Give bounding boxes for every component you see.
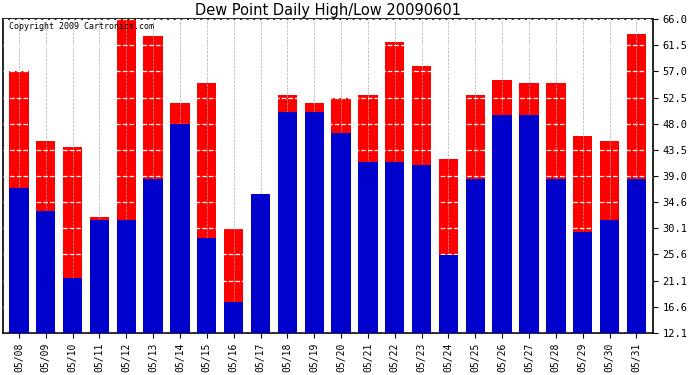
Bar bbox=[251, 200, 270, 375]
Text: Copyright 2009 Cartronics.com: Copyright 2009 Cartronics.com bbox=[9, 22, 155, 31]
Bar bbox=[573, 135, 592, 375]
Bar bbox=[358, 162, 377, 375]
Bar bbox=[439, 255, 458, 375]
Bar bbox=[385, 42, 404, 375]
Bar bbox=[63, 147, 82, 375]
Bar bbox=[520, 83, 539, 375]
Bar bbox=[600, 220, 619, 375]
Bar bbox=[573, 232, 592, 375]
Bar bbox=[197, 237, 217, 375]
Bar bbox=[412, 66, 431, 375]
Bar bbox=[493, 115, 512, 375]
Bar bbox=[90, 217, 109, 375]
Bar bbox=[331, 98, 351, 375]
Bar bbox=[9, 188, 28, 375]
Bar bbox=[358, 95, 377, 375]
Bar bbox=[412, 165, 431, 375]
Bar bbox=[63, 278, 82, 375]
Bar bbox=[546, 179, 566, 375]
Bar bbox=[144, 179, 163, 375]
Bar bbox=[385, 162, 404, 375]
Bar bbox=[627, 33, 646, 375]
Bar bbox=[117, 220, 136, 375]
Title: Dew Point Daily High/Low 20090601: Dew Point Daily High/Low 20090601 bbox=[195, 3, 461, 18]
Bar bbox=[224, 302, 244, 375]
Bar bbox=[197, 83, 217, 375]
Bar bbox=[277, 112, 297, 375]
Bar bbox=[90, 220, 109, 375]
Bar bbox=[36, 141, 55, 375]
Bar bbox=[117, 19, 136, 375]
Bar bbox=[170, 124, 190, 375]
Bar bbox=[546, 83, 566, 375]
Bar bbox=[466, 179, 485, 375]
Bar bbox=[224, 229, 244, 375]
Bar bbox=[600, 141, 619, 375]
Bar bbox=[36, 211, 55, 375]
Bar bbox=[9, 71, 28, 375]
Bar bbox=[331, 133, 351, 375]
Bar bbox=[493, 80, 512, 375]
Bar bbox=[144, 36, 163, 375]
Bar bbox=[251, 194, 270, 375]
Bar bbox=[170, 104, 190, 375]
Bar bbox=[520, 115, 539, 375]
Bar bbox=[304, 104, 324, 375]
Bar bbox=[627, 179, 646, 375]
Bar bbox=[439, 159, 458, 375]
Bar bbox=[304, 112, 324, 375]
Bar bbox=[466, 95, 485, 375]
Bar bbox=[277, 95, 297, 375]
